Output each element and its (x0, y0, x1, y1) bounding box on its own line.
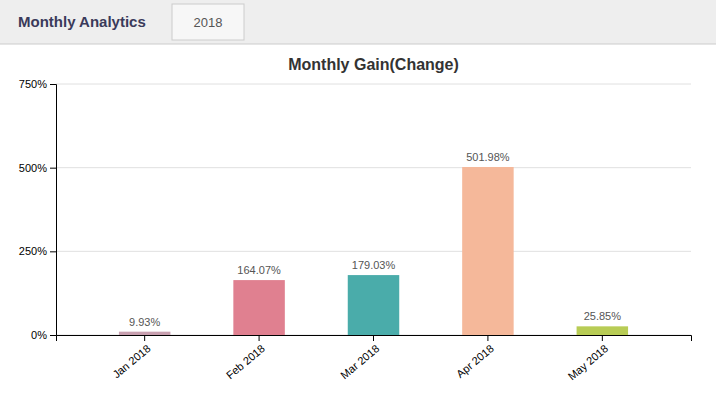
x-tick-mark (144, 335, 145, 341)
bar (348, 275, 399, 335)
x-axis-line (57, 336, 692, 342)
bar (577, 326, 628, 335)
x-tick-label: Mar 2018 (338, 342, 381, 381)
grid-line (56, 84, 691, 85)
y-tick: 250% (19, 245, 56, 257)
data-label: 25.85% (584, 310, 622, 322)
bar (462, 167, 513, 335)
header-tab-text: 2018 (194, 15, 223, 30)
x-tick: Apr 2018 (454, 335, 496, 380)
x-tick-mark (373, 335, 374, 341)
y-tick-label: 250% (19, 245, 47, 257)
bar (119, 332, 170, 335)
grid-line (56, 251, 691, 252)
y-tick-mark (50, 251, 56, 252)
y-tick-mark (50, 335, 56, 336)
bars (119, 167, 628, 335)
x-tick-label: Apr 2018 (454, 342, 496, 380)
header-background (0, 0, 716, 44)
grid-line (56, 167, 691, 168)
chart-title: Monthly Gain(Change) (288, 56, 459, 73)
x-tick-label: Jan 2018 (110, 342, 152, 380)
data-label: 179.03% (352, 259, 396, 271)
data-label: 164.07% (237, 264, 281, 276)
y-tick: 0% (31, 329, 56, 341)
x-tick-label: May 2018 (566, 342, 611, 382)
data-label: 501.98% (466, 151, 510, 163)
grid (56, 84, 691, 335)
x-tick-mark (602, 335, 603, 341)
x-tick: Feb 2018 (224, 335, 267, 381)
x-tick: May 2018 (566, 335, 611, 382)
data-labels: 9.93% 164.07% 179.03% 501.98% 25.85% (129, 151, 621, 328)
data-label: 9.93% (129, 316, 160, 328)
y-tick-mark (50, 84, 56, 85)
x-tick-mark (259, 335, 260, 341)
header-separator (0, 44, 716, 45)
chart-svg: Monthly Analytics 2018 Monthly Gain(Change… (0, 0, 716, 399)
x-axis: Jan 2018 Feb 2018 Mar 2018 Apr 2018 May 2018 (57, 335, 692, 382)
y-tick-mark (50, 168, 56, 169)
y-tick-label: 0% (31, 329, 47, 341)
x-tick: Mar 2018 (338, 335, 381, 381)
header-text: Monthly Analytics (18, 13, 146, 30)
x-tick: Jan 2018 (110, 335, 152, 380)
y-tick: 500% (19, 162, 56, 174)
chart-container: Monthly Analytics 2018 Monthly Gain(Change… (0, 0, 716, 399)
y-tick-label: 500% (19, 162, 47, 174)
x-tick-mark (487, 335, 488, 341)
y-tick: 750% (19, 78, 56, 90)
plot: 9.93% 164.07% 179.03% 501.98% 25.85% 0% 250% 50… (19, 78, 692, 382)
header-tab (172, 4, 244, 40)
y-axis-line (50, 85, 57, 336)
bar (233, 280, 284, 335)
y-tick-label: 750% (19, 78, 47, 90)
y-axis: 0% 250% 500% 750% (19, 78, 57, 341)
header: Monthly Analytics 2018 (0, 0, 716, 44)
x-tick-label: Feb 2018 (224, 342, 267, 381)
